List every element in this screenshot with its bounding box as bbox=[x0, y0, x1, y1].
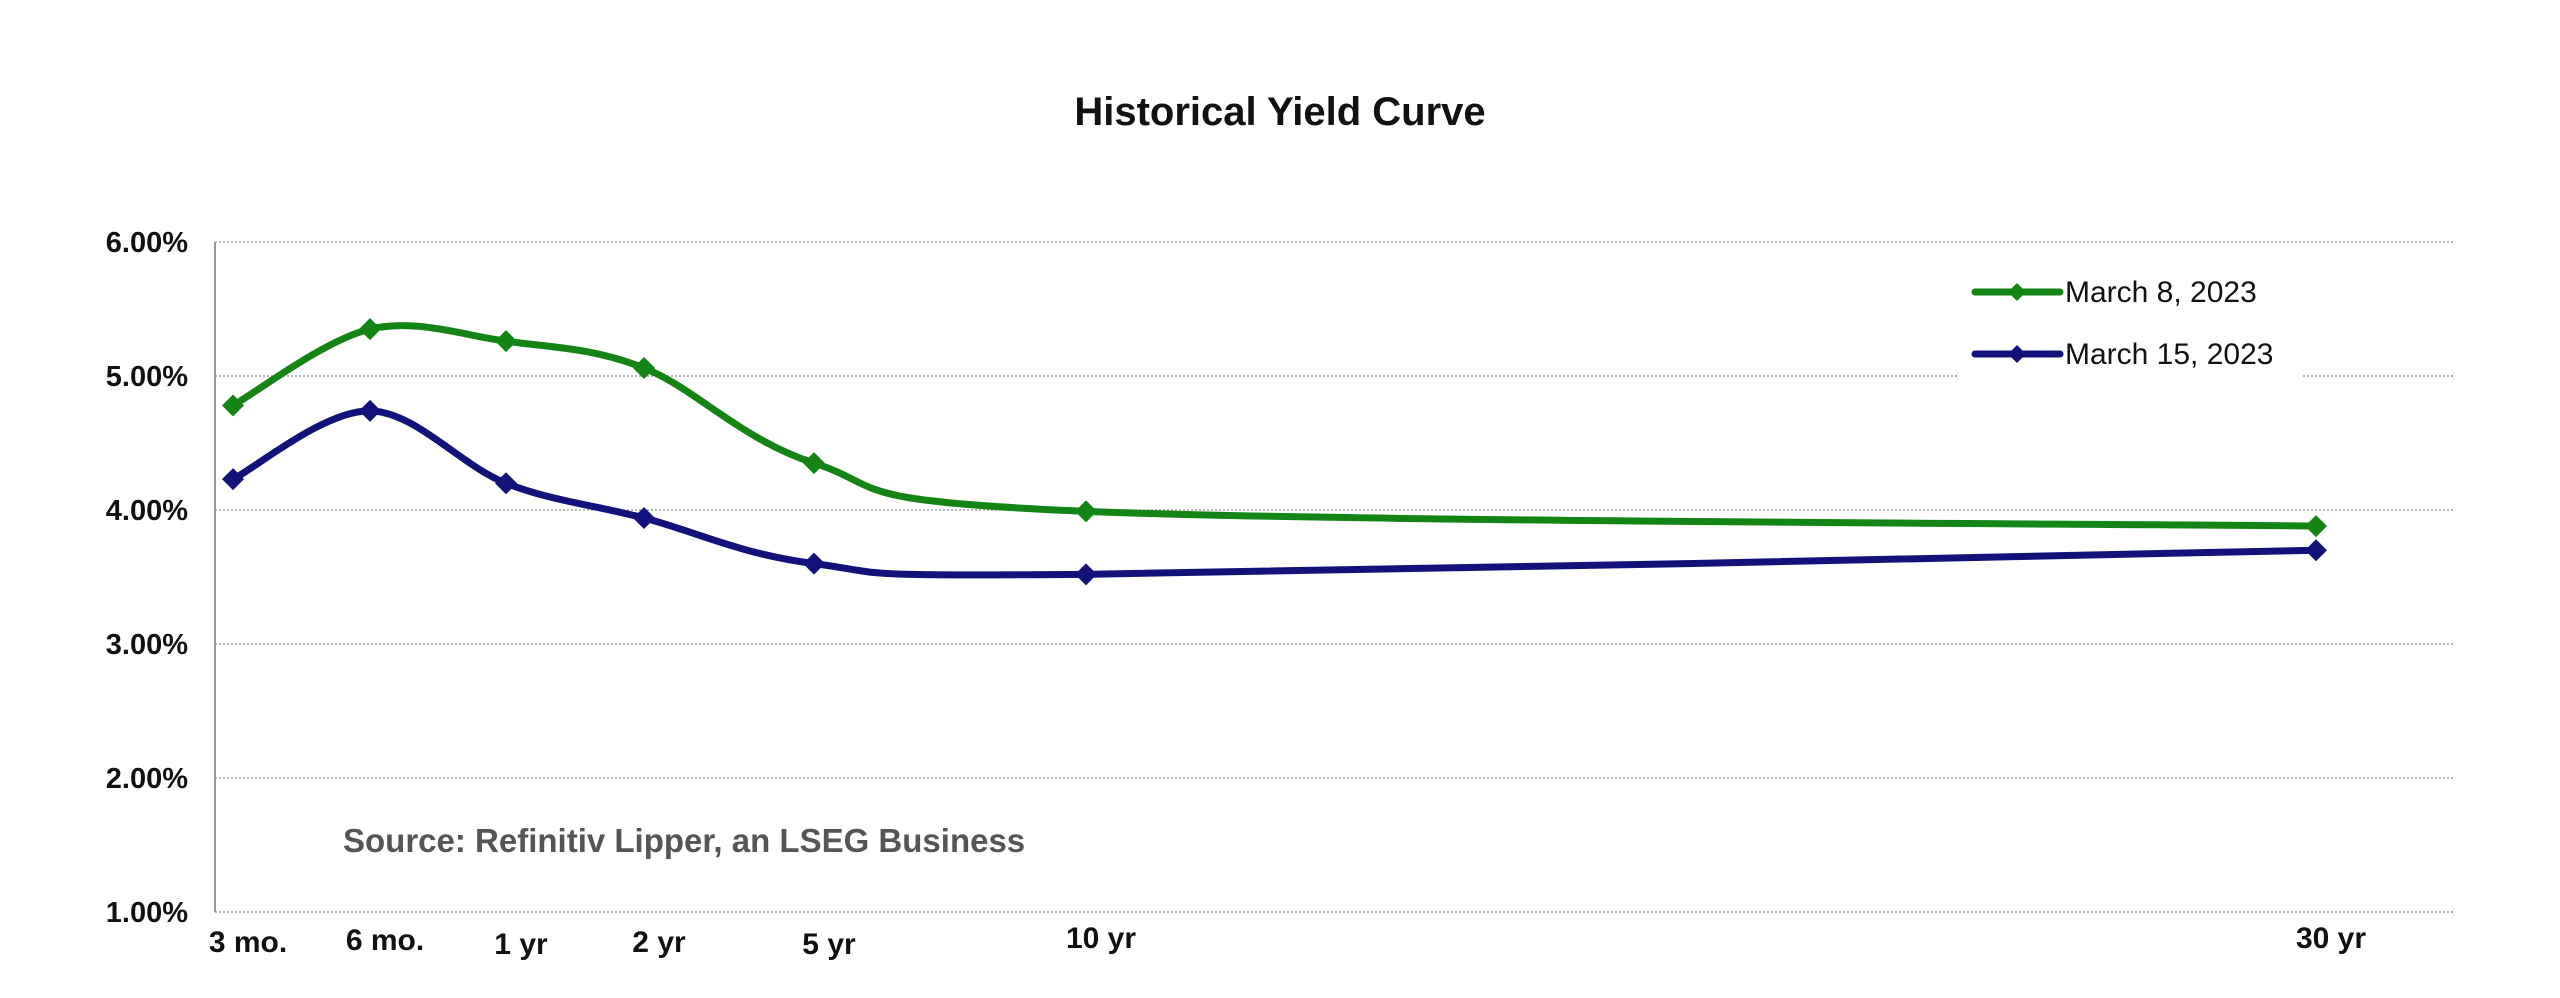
data-point bbox=[1075, 500, 1097, 523]
x-tick-label: 1 yr bbox=[494, 928, 548, 961]
legend: March 8, 2023 March 15, 2023 bbox=[1958, 262, 2303, 380]
y-axis-ticks: 1.00% 2.00% 3.00% 4.00% 5.00% 6.00% bbox=[106, 227, 188, 929]
data-point bbox=[2305, 539, 2327, 562]
legend-swatch-marker bbox=[2008, 345, 2026, 363]
y-tick-label: 4.00% bbox=[106, 495, 188, 527]
data-point bbox=[359, 318, 381, 341]
data-point bbox=[633, 356, 655, 379]
data-point bbox=[495, 472, 517, 495]
x-tick-label: 5 yr bbox=[802, 928, 856, 961]
source-annotation: Source: Refinitiv Lipper, an LSEG Busine… bbox=[343, 822, 1025, 859]
x-axis-ticks: 3 mo. 6 mo. 1 yr 2 yr 5 yr 10 yr 30 yr bbox=[209, 922, 2367, 961]
series-lines bbox=[222, 318, 2327, 586]
x-tick-label: 30 yr bbox=[2296, 922, 2366, 955]
y-tick-label: 6.00% bbox=[106, 227, 188, 259]
data-point bbox=[2305, 515, 2327, 538]
legend-label: March 8, 2023 bbox=[2065, 276, 2257, 309]
x-tick-label: 10 yr bbox=[1066, 922, 1136, 955]
data-point bbox=[222, 394, 244, 417]
data-point bbox=[359, 399, 381, 422]
data-point bbox=[803, 452, 825, 475]
y-tick-label: 3.00% bbox=[106, 629, 188, 661]
x-tick-label: 2 yr bbox=[632, 926, 686, 959]
series-line-1 bbox=[229, 407, 2320, 579]
data-point bbox=[803, 552, 825, 575]
y-tick-label: 2.00% bbox=[106, 763, 188, 795]
x-tick-label: 6 mo. bbox=[346, 924, 424, 957]
data-point bbox=[222, 468, 244, 491]
y-tick-label: 5.00% bbox=[106, 361, 188, 393]
legend-swatch-marker bbox=[2008, 283, 2026, 301]
x-tick-label: 3 mo. bbox=[209, 926, 287, 959]
y-tick-label: 1.00% bbox=[106, 897, 188, 929]
data-point bbox=[1075, 563, 1097, 586]
data-point bbox=[633, 507, 655, 530]
legend-label: March 15, 2023 bbox=[2065, 338, 2273, 371]
gridlines bbox=[215, 241, 2455, 913]
chart-title: Historical Yield Curve bbox=[1074, 90, 1485, 134]
data-point bbox=[495, 330, 517, 353]
